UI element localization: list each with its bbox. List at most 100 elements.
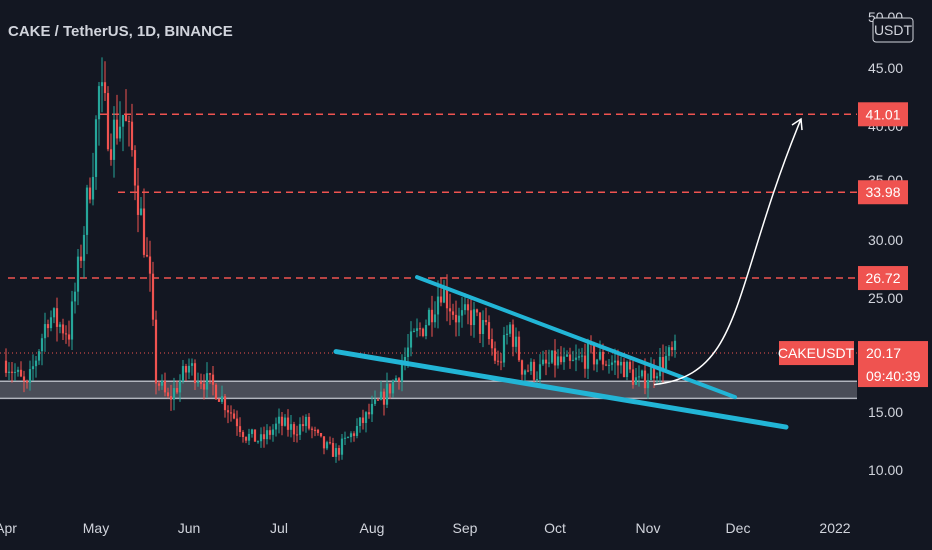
candle[interactable] (298, 417, 302, 441)
candle[interactable] (370, 395, 374, 423)
candle[interactable] (376, 397, 380, 402)
candle[interactable] (100, 57, 104, 113)
candle[interactable] (16, 366, 20, 377)
candle[interactable] (475, 308, 479, 317)
candle[interactable] (220, 385, 224, 405)
candle[interactable] (607, 359, 611, 374)
candle[interactable] (496, 350, 500, 366)
candle[interactable] (301, 415, 305, 432)
candle[interactable] (46, 319, 50, 338)
candle[interactable] (58, 321, 62, 334)
candle[interactable] (556, 349, 560, 369)
candle[interactable] (622, 358, 626, 378)
candle[interactable] (439, 278, 443, 307)
candle[interactable] (190, 358, 194, 376)
candle[interactable] (175, 380, 179, 395)
candle[interactable] (373, 390, 377, 406)
candle[interactable] (394, 375, 398, 382)
candle[interactable] (667, 345, 671, 361)
candle[interactable] (448, 293, 452, 326)
candle[interactable] (25, 379, 29, 389)
candle[interactable] (604, 360, 608, 367)
candle[interactable] (649, 357, 653, 381)
candle[interactable] (31, 354, 35, 381)
candle[interactable] (346, 436, 350, 439)
candle[interactable] (241, 430, 245, 443)
candle[interactable] (340, 433, 344, 460)
candle[interactable] (211, 366, 215, 396)
candle[interactable] (433, 301, 437, 328)
candle[interactable] (655, 372, 659, 384)
candle[interactable] (367, 403, 371, 419)
candle[interactable] (226, 405, 230, 424)
candle[interactable] (115, 94, 119, 145)
candle[interactable] (499, 353, 503, 371)
candle[interactable] (151, 261, 155, 327)
candle[interactable] (4, 348, 8, 377)
candle[interactable] (268, 426, 272, 440)
candle[interactable] (97, 81, 101, 146)
candle[interactable] (421, 327, 425, 338)
candle[interactable] (55, 297, 59, 342)
candle[interactable] (508, 321, 512, 337)
candle[interactable] (598, 340, 602, 361)
candle[interactable] (457, 307, 461, 337)
candle[interactable] (571, 350, 575, 362)
candle[interactable] (325, 440, 329, 451)
candle[interactable] (313, 426, 317, 437)
candle[interactable] (79, 244, 83, 268)
level-price-tag[interactable] (858, 102, 908, 127)
candle[interactable] (532, 359, 536, 386)
candle[interactable] (286, 409, 290, 437)
candle[interactable] (304, 414, 308, 433)
candle[interactable] (517, 331, 521, 362)
candle[interactable] (73, 282, 77, 314)
candle[interactable] (358, 417, 362, 433)
candle[interactable] (310, 426, 314, 439)
candle[interactable] (544, 349, 548, 376)
candle[interactable] (250, 428, 254, 438)
candle[interactable] (28, 360, 32, 391)
candle[interactable] (574, 344, 578, 372)
candle[interactable] (61, 318, 65, 340)
candle[interactable] (166, 387, 170, 399)
candle[interactable] (283, 414, 287, 427)
candle[interactable] (436, 280, 440, 329)
candle[interactable] (628, 359, 632, 373)
candle[interactable] (577, 348, 581, 361)
candle[interactable] (229, 405, 233, 422)
candle[interactable] (142, 188, 146, 258)
candle[interactable] (343, 431, 347, 445)
candle[interactable] (70, 290, 74, 350)
candle[interactable] (163, 372, 167, 397)
candle[interactable] (10, 361, 14, 383)
candle[interactable] (652, 359, 656, 389)
candle[interactable] (253, 429, 257, 442)
candle[interactable] (262, 426, 266, 448)
trendline-lower[interactable] (333, 349, 789, 430)
candle[interactable] (511, 319, 515, 357)
candle[interactable] (502, 326, 506, 368)
candle[interactable] (514, 327, 518, 353)
candle[interactable] (172, 377, 176, 411)
candle[interactable] (199, 373, 203, 390)
candle[interactable] (451, 303, 455, 320)
candle[interactable] (355, 418, 359, 439)
candle[interactable] (586, 338, 590, 380)
candle[interactable] (520, 359, 524, 381)
candle[interactable] (109, 133, 113, 166)
candle[interactable] (49, 310, 53, 332)
currency-unit-box[interactable] (872, 17, 914, 43)
candle[interactable] (427, 307, 431, 326)
candle[interactable] (460, 297, 464, 328)
level-price-tag[interactable] (858, 180, 908, 205)
candle[interactable] (307, 413, 311, 431)
candle[interactable] (553, 339, 557, 378)
candle[interactable] (274, 417, 278, 437)
symbol-tag[interactable] (779, 341, 854, 366)
candle[interactable] (397, 377, 401, 390)
candle[interactable] (91, 152, 95, 206)
candle[interactable] (454, 300, 458, 337)
candle[interactable] (52, 307, 56, 324)
candle[interactable] (256, 440, 260, 444)
